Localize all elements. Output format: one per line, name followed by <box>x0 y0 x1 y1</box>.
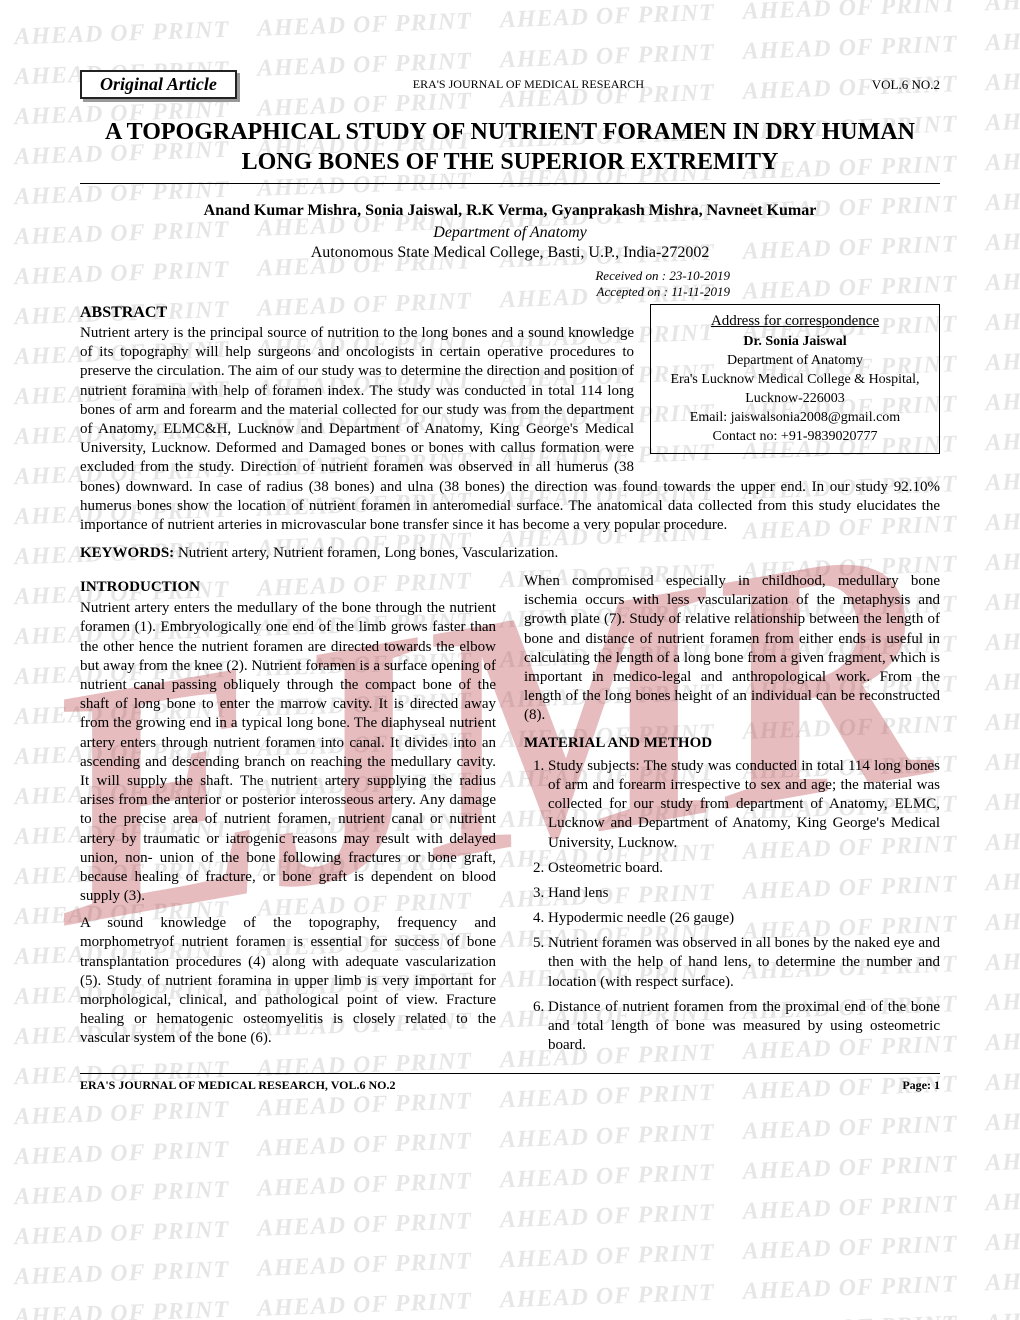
footer-page: Page: 1 <box>902 1078 940 1093</box>
received-date: Received on : 23-10-2019 <box>80 268 730 284</box>
correspondence-title: Address for correspondence <box>661 311 929 331</box>
intro-paragraph-2: A sound knowledge of the topography, fre… <box>80 914 496 1048</box>
correspondence-email: Email: jaiswalsonia2008@gmail.com <box>661 409 929 428</box>
method-heading: MATERIAL AND METHOD <box>524 734 940 753</box>
correspondence-inst: Era's Lucknow Medical College & Hospital… <box>661 371 929 409</box>
method-item: Hypodermic needle (26 gauge) <box>548 909 940 928</box>
journal-name: ERA'S JOURNAL OF MEDICAL RESEARCH <box>237 77 820 92</box>
methods-list: Study subjects: The study was conducted … <box>524 757 940 1056</box>
department: Department of Anatomy <box>80 224 940 242</box>
article-title: A TOPOGRAPHICAL STUDY OF NUTRIENT FORAME… <box>80 117 940 177</box>
left-column: INTRODUCTION Nutrient artery enters the … <box>80 572 496 1061</box>
correspondence-box: Address for correspondence Dr. Sonia Jai… <box>650 304 940 454</box>
keywords-text: Nutrient artery, Nutrient foramen, Long … <box>174 545 558 561</box>
method-item: Osteometric board. <box>548 859 940 878</box>
intro-paragraph-1: Nutrient artery enters the medullary of … <box>80 599 496 906</box>
volume-number: VOL.6 NO.2 <box>820 77 940 93</box>
intro-paragraph-3: When compromised especially in childhood… <box>524 572 940 726</box>
accepted-date: Accepted on : 11-11-2019 <box>80 284 730 300</box>
method-item: Study subjects: The study was conducted … <box>548 757 940 853</box>
title-rule <box>80 183 940 184</box>
keywords-line: KEYWORDS: Nutrient artery, Nutrient fora… <box>80 545 940 562</box>
method-item: Distance of nutrient foramen from the pr… <box>548 998 940 1056</box>
method-item: Nutrient foramen was observed in all bon… <box>548 934 940 992</box>
footer-journal: ERA'S JOURNAL OF MEDICAL RESEARCH, VOL.6… <box>80 1078 395 1093</box>
article-type: Original Article <box>80 70 237 99</box>
correspondence-dept: Department of Anatomy <box>661 352 929 371</box>
right-column: When compromised especially in childhood… <box>524 572 940 1061</box>
correspondence-contact: Contact no: +91-9839020777 <box>661 428 929 447</box>
method-item: Hand lens <box>548 884 940 903</box>
keywords-label: KEYWORDS: <box>80 545 174 561</box>
introduction-heading: INTRODUCTION <box>80 578 496 597</box>
correspondence-name: Dr. Sonia Jaiswal <box>661 333 929 352</box>
institution: Autonomous State Medical College, Basti,… <box>80 244 940 262</box>
authors: Anand Kumar Mishra, Sonia Jaiswal, R.K V… <box>80 202 940 220</box>
